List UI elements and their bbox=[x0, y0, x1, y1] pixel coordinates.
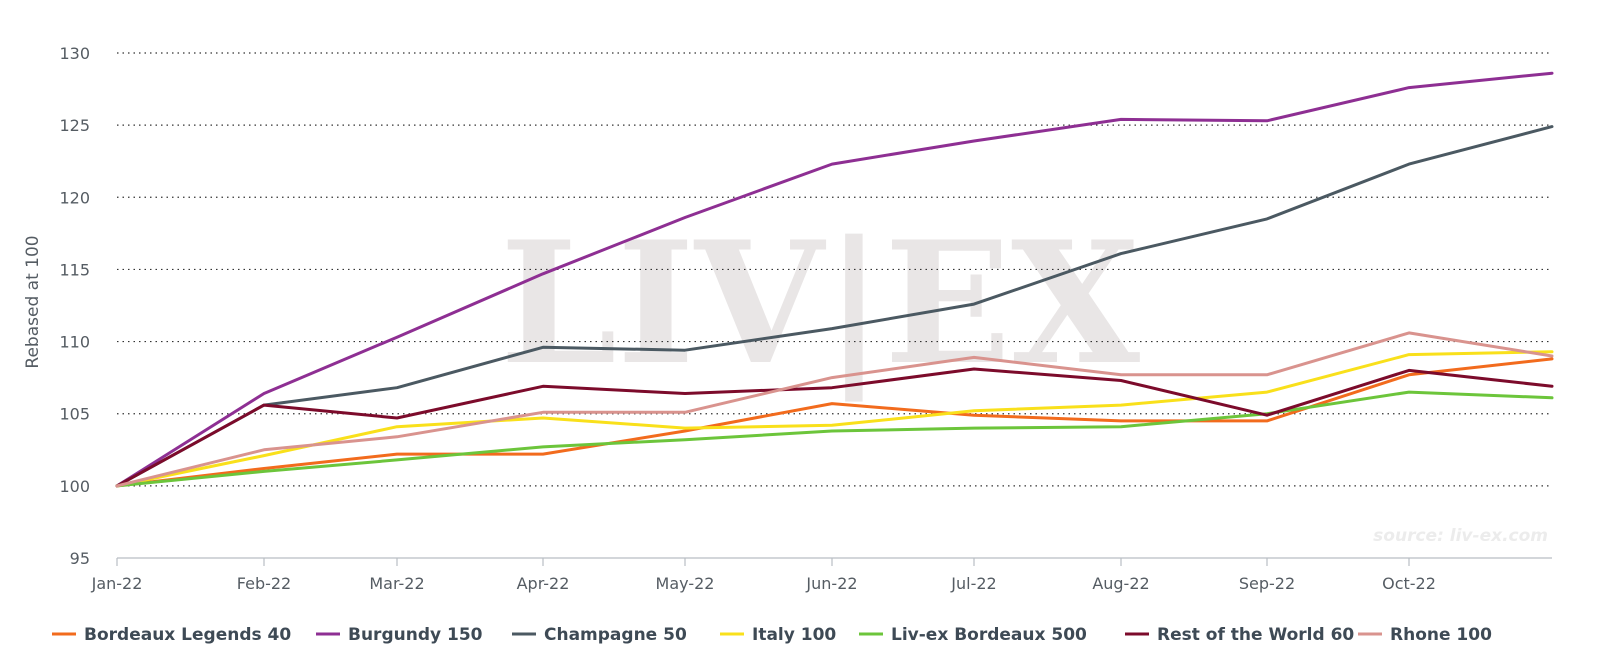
legend-item[interactable]: Bordeaux Legends 40 bbox=[52, 625, 291, 645]
x-tick-label: Oct-22 bbox=[1382, 574, 1436, 593]
x-tick-label: Aug-22 bbox=[1092, 574, 1149, 593]
x-tick-label: Jun-22 bbox=[805, 574, 857, 593]
series-line-liv-ex-bordeaux-500[interactable] bbox=[115, 390, 1554, 488]
legend-item[interactable]: Burgundy 150 bbox=[316, 625, 483, 645]
x-tick-label: Apr-22 bbox=[517, 574, 570, 593]
watermark: LIV|EX bbox=[500, 204, 1141, 402]
legend-item[interactable]: Champagne 50 bbox=[512, 625, 687, 645]
legend-label: Rest of the World 60 bbox=[1157, 625, 1354, 645]
x-tick-label: Jan-22 bbox=[91, 574, 143, 593]
legend-label: Burgundy 150 bbox=[348, 625, 483, 645]
y-tick-label: 115 bbox=[59, 260, 90, 279]
x-tick-label: May-22 bbox=[656, 574, 715, 593]
source-note: source: liv-ex.com bbox=[1373, 526, 1548, 546]
series-line-italy-100[interactable] bbox=[115, 350, 1554, 488]
x-tick-label: Feb-22 bbox=[237, 574, 291, 593]
legend-item[interactable]: Italy 100 bbox=[720, 625, 836, 645]
legend-label: Rhone 100 bbox=[1390, 625, 1492, 645]
y-tick-label: 120 bbox=[59, 188, 90, 207]
legend-label: Champagne 50 bbox=[544, 625, 687, 645]
y-tick-label: 105 bbox=[59, 405, 90, 424]
x-tick-label: Sep-22 bbox=[1239, 574, 1295, 593]
series-line-burgundy-150[interactable] bbox=[115, 71, 1554, 488]
x-axis: Jan-22 Feb-22 Mar-22 Apr-22 May-22 Jun-22 Jul-… bbox=[91, 557, 1552, 593]
y-tick-label: 125 bbox=[59, 116, 90, 135]
y-axis: 95 100 105 110 115 120 125 130 bbox=[59, 44, 90, 568]
x-tick-label: Mar-22 bbox=[369, 574, 424, 593]
legend-label: Italy 100 bbox=[752, 625, 836, 645]
series-line-rhone-100[interactable] bbox=[115, 331, 1554, 488]
watermark-text: LIV|EX bbox=[500, 204, 1141, 402]
series-lines bbox=[115, 71, 1554, 488]
y-tick-label: 100 bbox=[59, 477, 90, 496]
y-tick-label: 130 bbox=[59, 44, 90, 63]
series-line-champagne-50[interactable] bbox=[115, 125, 1554, 488]
series-line-rest-of-the-world-60[interactable] bbox=[115, 367, 1554, 488]
legend: Bordeaux Legends 40 Burgundy 150 Champagne… bbox=[52, 625, 1492, 645]
y-axis-label: Rebased at 100 bbox=[23, 235, 43, 368]
x-tick-label: Jul-22 bbox=[950, 574, 996, 593]
legend-label: Bordeaux Legends 40 bbox=[84, 625, 291, 645]
legend-item[interactable]: Rhone 100 bbox=[1358, 625, 1492, 645]
legend-item[interactable]: Liv-ex Bordeaux 500 bbox=[859, 625, 1087, 645]
y-tick-label: 95 bbox=[70, 549, 90, 568]
legend-item[interactable]: Rest of the World 60 bbox=[1125, 625, 1354, 645]
y-tick-label: 110 bbox=[59, 333, 90, 352]
legend-label: Liv-ex Bordeaux 500 bbox=[891, 625, 1087, 645]
